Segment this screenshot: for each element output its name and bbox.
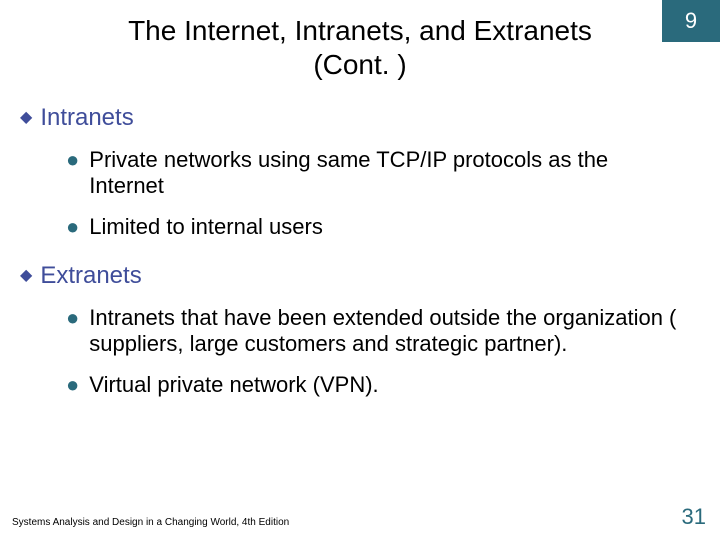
diamond-bullet-icon: ◆ — [20, 104, 32, 132]
dot-bullet-icon: ● — [66, 147, 79, 173]
title-line-1: The Internet, Intranets, and Extranets — [128, 15, 592, 46]
list-item: ● Intranets that have been extended outs… — [66, 305, 700, 358]
section-heading-text: Extranets — [40, 262, 141, 291]
dot-bullet-icon: ● — [66, 372, 79, 398]
list-item: ● Virtual private network (VPN). — [66, 372, 700, 398]
list-item-text: Limited to internal users — [89, 214, 323, 240]
dot-bullet-icon: ● — [66, 305, 79, 331]
list-item-text: Intranets that have been extended outsid… — [89, 305, 679, 358]
section-heading-intranets: ◆ Intranets — [20, 104, 700, 133]
footer-text: Systems Analysis and Design in a Changin… — [12, 517, 289, 528]
diamond-bullet-icon: ◆ — [20, 262, 32, 290]
section-heading-text: Intranets — [40, 104, 133, 133]
slide-content: ◆ Intranets ● Private networks using sam… — [20, 104, 700, 398]
section-heading-extranets: ◆ Extranets — [20, 262, 700, 291]
list-item-text: Virtual private network (VPN). — [89, 372, 378, 398]
list-item: ● Limited to internal users — [66, 214, 700, 240]
list-item-text: Private networks using same TCP/IP proto… — [89, 147, 679, 200]
page-number: 31 — [682, 504, 706, 530]
list-item: ● Private networks using same TCP/IP pro… — [66, 147, 700, 200]
slide-title: The Internet, Intranets, and Extranets (… — [0, 14, 720, 81]
title-line-2: (Cont. ) — [313, 49, 406, 80]
dot-bullet-icon: ● — [66, 214, 79, 240]
